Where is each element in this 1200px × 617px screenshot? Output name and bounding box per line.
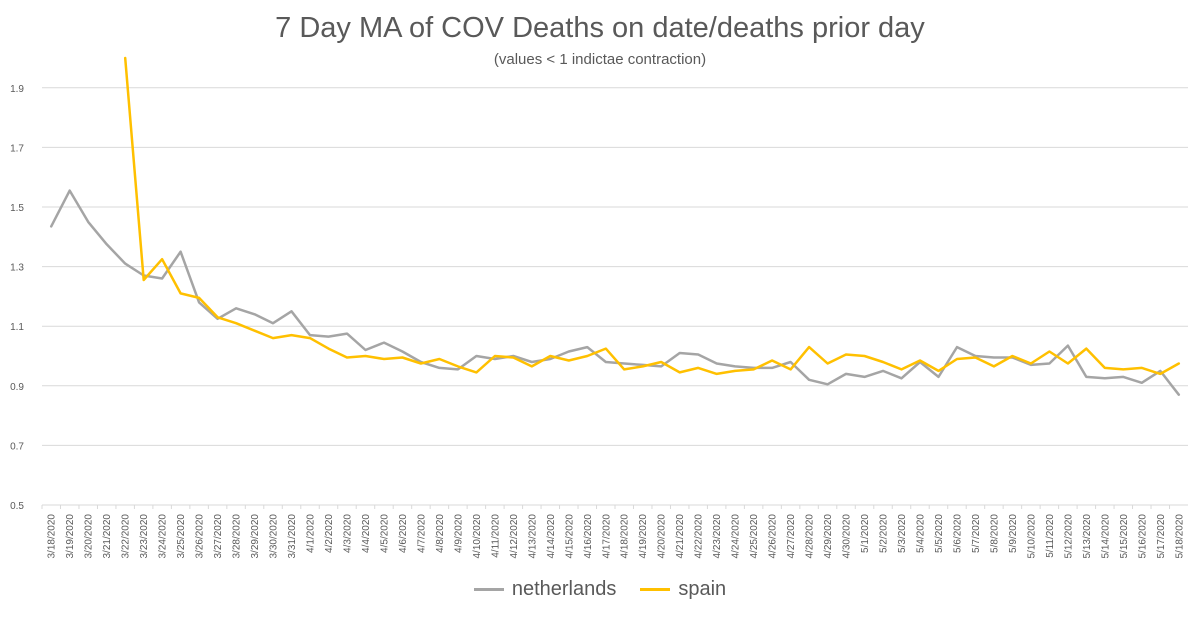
- x-tick-label: 4/12/2020: [509, 514, 520, 559]
- x-tick-label: 4/30/2020: [842, 514, 853, 559]
- x-tick-label: 4/17/2020: [601, 514, 612, 559]
- x-tick-label: 4/14/2020: [546, 514, 557, 559]
- x-tick-label: 5/13/2020: [1082, 514, 1093, 559]
- x-tick-label: 5/9/2020: [1008, 514, 1019, 553]
- x-tick-label: 4/22/2020: [694, 514, 705, 559]
- axes: 0.5 0.7 0.9 1.1 1.3 1.5 1.7 1.9 3/18/2020 3/19/20…: [10, 84, 1188, 559]
- y-tick-label: 1.9: [10, 84, 24, 95]
- x-tick-label: 3/20/2020: [84, 514, 95, 559]
- x-tick-label: 4/16/2020: [583, 514, 594, 559]
- y-tick-label: 1.1: [10, 322, 24, 333]
- x-tick-label: 4/18/2020: [620, 514, 631, 559]
- y-tick-label: 1.5: [10, 203, 24, 214]
- y-tick-label: 0.5: [10, 501, 24, 512]
- x-tick-label: 3/29/2020: [250, 514, 261, 559]
- x-tick-label: 5/3/2020: [897, 514, 908, 553]
- x-tick-label: 4/7/2020: [416, 514, 427, 553]
- chart-subtitle: (values < 1 indictae contraction): [493, 51, 707, 68]
- x-tick-label: 5/16/2020: [1137, 514, 1148, 559]
- series-lines: [49, 56, 1181, 396]
- x-tick-label: 4/21/2020: [675, 514, 686, 559]
- x-tick-label: 3/23/2020: [139, 514, 150, 559]
- x-tick-label: 4/27/2020: [786, 514, 797, 559]
- y-tick-label: 1.3: [10, 263, 24, 274]
- x-tick-label: 3/24/2020: [158, 514, 169, 559]
- series-line-netherlands: [49, 189, 1181, 396]
- x-tick-label: 5/15/2020: [1119, 514, 1130, 559]
- x-tick-label: 4/4/2020: [361, 514, 372, 553]
- x-tick-label: 4/8/2020: [435, 514, 446, 553]
- x-tick-label: 5/5/2020: [934, 514, 945, 553]
- legend-swatch-spain: [640, 588, 671, 591]
- x-tick-label: 4/25/2020: [749, 514, 760, 559]
- x-tick-label: 4/6/2020: [398, 514, 409, 553]
- x-tick-label: 3/28/2020: [232, 514, 243, 559]
- x-tick-label: 4/9/2020: [453, 514, 464, 553]
- x-tick-label: 5/14/2020: [1100, 514, 1111, 559]
- x-tick-label: 5/11/2020: [1045, 514, 1056, 558]
- x-tick-label: 3/19/2020: [65, 514, 76, 559]
- legend-swatch-netherlands: [473, 588, 504, 591]
- gridlines: [42, 87, 1188, 446]
- x-tick-label: 4/10/2020: [472, 514, 483, 559]
- x-tick-label: 5/7/2020: [971, 514, 982, 553]
- x-tick-label: 3/21/2020: [102, 514, 113, 559]
- x-tick-label: 5/2/2020: [879, 514, 890, 553]
- x-tick-label: 5/10/2020: [1026, 514, 1037, 559]
- legend-label-netherlands: netherlands: [511, 578, 617, 600]
- x-tick-label: 3/18/2020: [47, 514, 58, 559]
- x-tick-label: 3/26/2020: [195, 514, 206, 559]
- x-tick-label: 4/20/2020: [657, 514, 668, 559]
- x-tick-label: 4/1/2020: [306, 514, 317, 553]
- x-tick-label: 4/19/2020: [638, 514, 649, 559]
- x-tick-label: 4/11/2020: [490, 514, 501, 558]
- x-tick-label: 4/3/2020: [342, 514, 353, 553]
- legend-label-spain: spain: [678, 578, 727, 600]
- x-tick-label: 4/28/2020: [805, 514, 816, 559]
- x-tick-label: 5/12/2020: [1063, 514, 1074, 559]
- x-tick-label: 3/31/2020: [287, 514, 298, 559]
- x-tick-label: 3/27/2020: [213, 514, 224, 559]
- x-tick-label: 4/24/2020: [731, 514, 742, 559]
- x-tick-label: 5/1/2020: [860, 514, 871, 553]
- x-tick-label: 3/30/2020: [269, 514, 280, 559]
- x-tick-label: 5/18/2020: [1174, 514, 1185, 559]
- x-tick-label: 5/8/2020: [989, 514, 1000, 553]
- x-tick-label: 5/17/2020: [1156, 514, 1167, 559]
- y-tick-label: 1.7: [10, 143, 24, 154]
- x-tick-label: 4/5/2020: [379, 514, 390, 553]
- chart-title: 7 Day MA of COV Deaths on date/deaths pr…: [275, 12, 925, 44]
- x-tick-label: 4/26/2020: [768, 514, 779, 559]
- x-tick-label: 5/6/2020: [952, 514, 963, 553]
- x-tick-label: 4/29/2020: [823, 514, 834, 559]
- x-tick-label: 4/15/2020: [564, 514, 575, 559]
- x-tick-label: 3/22/2020: [121, 514, 132, 559]
- x-tick-label: 4/23/2020: [712, 514, 723, 559]
- x-tick-label: 4/2/2020: [324, 514, 335, 553]
- legend-item-netherlands: netherlands: [473, 578, 617, 601]
- x-tick-label: 4/13/2020: [527, 514, 538, 559]
- x-tick-label: 5/4/2020: [915, 514, 926, 553]
- x-tick-label: 3/25/2020: [176, 514, 187, 559]
- series-line-spain: [123, 56, 1181, 376]
- y-tick-label: 0.9: [10, 382, 24, 393]
- y-tick-label: 0.7: [10, 441, 24, 452]
- legend: netherlands spain: [0, 578, 1200, 601]
- legend-item-spain: spain: [640, 578, 726, 601]
